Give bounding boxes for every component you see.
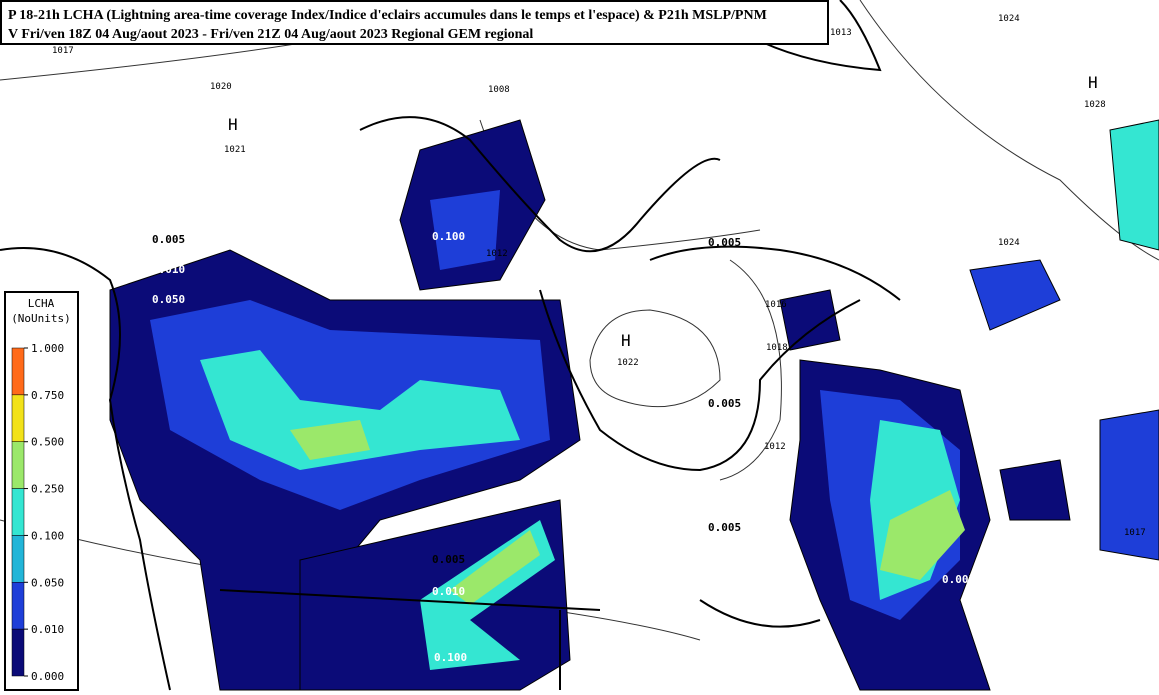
pressure-label: 1012 <box>486 249 508 259</box>
colorbar-segment <box>11 488 25 536</box>
colorbar-label: 0.500 <box>31 436 64 449</box>
legend-unit: (NoUnits) <box>11 312 71 325</box>
header-line: V Fri/ven 18Z 04 Aug/aout 2023 - Fri/ven… <box>8 27 533 42</box>
header-box <box>0 0 829 45</box>
pressure-label: 1024 <box>998 14 1020 24</box>
pressure-center: H <box>621 331 631 350</box>
coastline <box>0 247 171 691</box>
colorbar-segment <box>11 441 25 489</box>
colorbar-label: 0.100 <box>31 529 64 542</box>
contour-label: 0.005 <box>708 521 741 534</box>
lightning-area <box>450 530 540 605</box>
lightning-area <box>200 350 520 470</box>
colorbar-segment <box>11 394 25 442</box>
lightning-area <box>880 490 965 580</box>
contour-label: 0.100 <box>434 651 467 664</box>
contour-label: 0.100 <box>432 230 465 243</box>
pressure-label: 1020 <box>210 82 232 92</box>
contour-label: 0.005 <box>432 553 465 566</box>
contour-label: 0.005 <box>942 573 975 586</box>
colorbar-label: 0.010 <box>31 623 64 636</box>
colorbar-label: 0.050 <box>31 576 64 589</box>
header-line: P 18-21h LCHA (Lightning area-time cover… <box>8 8 767 23</box>
pressure-label: 1008 <box>488 85 510 95</box>
colorbar-label: 1.000 <box>31 342 64 355</box>
lightning-area <box>999 459 1071 521</box>
contour-label: 0.005 <box>708 397 741 410</box>
contour-label: 0.005 <box>708 236 741 249</box>
lightning-area <box>290 420 370 460</box>
colorbar-segment <box>11 347 25 396</box>
colorbar: 1.000 0.750 0.500 0.250 0.100 0.050 0.010 0.000 <box>11 342 64 683</box>
pressure-label: 1021 <box>224 145 246 155</box>
pressure-label: 1022 <box>617 358 639 368</box>
pressure-label: 1028 <box>1084 100 1106 110</box>
lightning-area <box>430 190 500 270</box>
lightning-area <box>1109 119 1159 251</box>
colorbar-segment <box>11 535 25 583</box>
colorbar-segment <box>11 582 25 630</box>
coastline <box>539 289 861 472</box>
contour-label: 0.050 <box>940 289 973 302</box>
coastline <box>359 116 721 253</box>
pressure-label: 1018 <box>766 343 788 353</box>
border <box>219 589 821 690</box>
pressure-label: 1012 <box>764 442 786 452</box>
pressure-center: H <box>1088 73 1098 92</box>
contour-label: 0.010 <box>432 585 465 598</box>
pressure-label: 1016 <box>765 300 787 310</box>
pressure-label: 1017 <box>52 46 74 56</box>
colorbar-label: 0.750 <box>31 389 64 402</box>
isobar <box>719 259 782 481</box>
isobar <box>589 309 721 408</box>
legend-title: LCHA <box>28 297 55 310</box>
contour-label: 0.050 <box>152 293 185 306</box>
pressure-label: 1024 <box>998 238 1020 248</box>
contour-label: 0.005 <box>152 233 185 246</box>
lightning-area <box>779 289 841 351</box>
pressure-label: 1017 <box>1124 528 1146 538</box>
contour-label: 0.010 <box>152 263 185 276</box>
pressure-center: H <box>228 115 238 134</box>
lightning-area <box>969 259 1061 331</box>
coastline <box>649 245 901 301</box>
colorbar-label: 0.250 <box>31 483 64 496</box>
colorbar-segment <box>11 628 25 677</box>
pressure-label: 1013 <box>830 28 852 38</box>
colorbar-label: 0.000 <box>31 670 64 683</box>
lightning-area <box>1099 409 1159 561</box>
